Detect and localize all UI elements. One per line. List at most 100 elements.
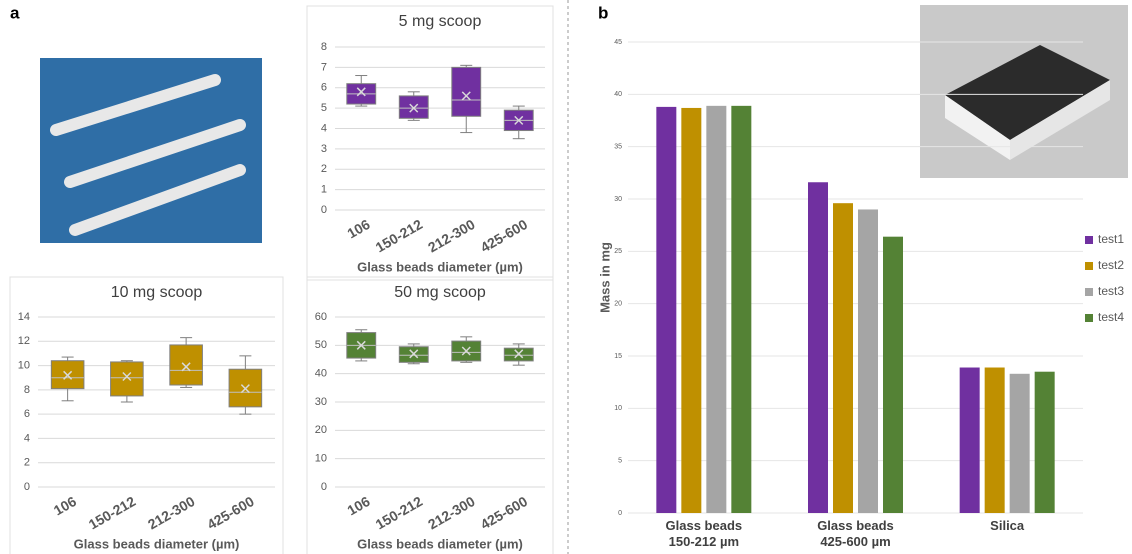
x-tick-label: 106 [51,493,79,519]
x-axis-title: Glass beads diameter (µm) [357,536,523,551]
y-tick-label: 7 [321,61,327,73]
y-tick-label: 20 [614,301,622,308]
y-tick-label: 6 [24,408,30,420]
box [169,344,203,386]
y-tick-label: 12 [18,335,30,347]
legend-swatch [1085,236,1093,244]
box [451,66,482,117]
bar [858,209,878,513]
x-tick-label: 106 [344,216,372,242]
mean-marker [514,115,524,125]
x-axis-title: Glass beads diameter (µm) [74,536,240,551]
bar [833,203,853,514]
y-tick-label: 0 [618,510,622,517]
box [110,361,144,397]
bar [681,107,702,513]
y-tick-label: 6 [321,82,327,94]
legend-swatch [1085,288,1093,296]
mean-marker [356,340,366,350]
x-tick-label: 425-600 [478,216,531,256]
x-axis-title: Glass beads diameter (µm) [357,259,523,274]
y-tick-label: 1 [321,184,327,196]
y-tick-label: 30 [315,396,327,408]
bar [808,182,828,513]
bar [959,367,980,513]
mean-marker [63,370,73,380]
y-tick-label: 0 [321,481,327,493]
mean-marker [409,349,419,359]
x-tick-label: 150-212 [373,493,426,533]
x-tick-label: 150-212 [373,216,426,256]
x-tick-label: 212-300 [425,493,478,533]
mean-marker [461,91,471,101]
y-tick-label: 60 [315,311,327,323]
x-tick-label: Glass beads 425-600 µm [817,518,894,549]
chart-title: 50 mg scoop [394,284,486,301]
y-tick-label: 8 [321,41,327,53]
y-tick-label: 10 [614,405,622,412]
x-tick-label: Glass beads 150-212 µm [665,518,743,549]
y-tick-label: 40 [614,91,622,98]
mean-marker [122,371,132,382]
legend-label: test1 [1098,232,1124,246]
chart-title: 10 mg scoop [111,284,203,301]
bar [1034,371,1055,513]
y-tick-label: 10 [315,453,327,465]
bar [706,105,727,513]
y-tick-label: 10 [18,359,30,371]
x-tick-label: 425-600 [204,493,257,533]
x-tick-label: 212-300 [145,493,198,533]
y-tick-label: 0 [321,204,327,216]
mean-marker [356,87,366,97]
mean-marker [240,384,250,394]
bar [1009,373,1030,513]
y-tick-label: 5 [618,458,622,465]
mean-marker [409,103,419,113]
y-tick-label: 5 [321,102,327,114]
y-tick-label: 2 [24,457,30,469]
x-tick-label: 106 [344,493,372,519]
y-tick-label: 2 [321,163,327,175]
y-tick-label: 25 [614,248,622,255]
panel-label: a [10,3,20,22]
chart-border [306,276,554,554]
photo-scoops [40,58,262,243]
mean-marker [181,362,191,372]
x-tick-label: 212-300 [425,216,478,256]
box [228,368,263,408]
x-tick-label: Silica [990,518,1025,533]
legend-label: test2 [1098,258,1124,272]
bar [656,106,677,513]
legend-swatch [1085,262,1093,270]
y-tick-label: 4 [321,122,327,134]
y-tick-label: 20 [315,424,327,436]
chart-border [306,5,554,281]
x-tick-label: 425-600 [478,493,531,533]
chart-border [9,276,284,554]
y-tick-label: 8 [24,384,30,396]
photo-device [920,5,1128,178]
bar [883,236,903,513]
chart-title: 5 mg scoop [399,13,482,30]
x-tick-label: 150-212 [86,493,139,533]
panel-label: b [598,3,608,22]
mean-marker [461,346,471,356]
y-tick-label: 3 [321,143,327,155]
y-tick-label: 50 [315,339,327,351]
bar [731,105,752,513]
y-tick-label: 40 [315,368,327,380]
y-axis-title: Mass in mg [597,242,612,313]
legend-swatch [1085,314,1093,322]
y-tick-label: 45 [614,39,622,46]
y-tick-label: 35 [614,144,622,151]
y-tick-label: 14 [18,311,30,323]
y-tick-label: 0 [24,481,30,493]
legend-label: test3 [1098,284,1124,298]
y-tick-label: 15 [614,353,622,360]
legend-label: test4 [1098,310,1124,324]
y-tick-label: 4 [24,432,30,444]
bar [984,367,1005,513]
y-tick-label: 30 [614,196,622,203]
